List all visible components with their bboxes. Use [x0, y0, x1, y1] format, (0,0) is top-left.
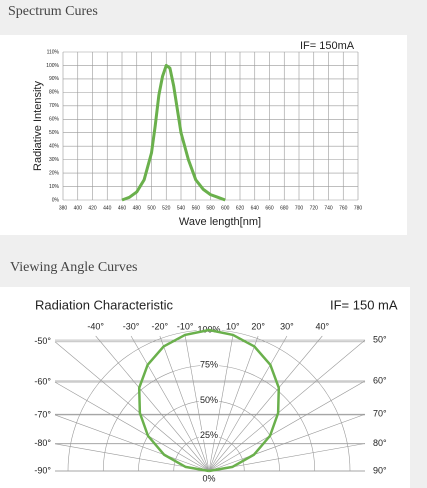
x-tick-label: 620 [236, 205, 245, 211]
y-tick-label: 30% [49, 157, 60, 163]
theta-tick-label: 30° [280, 321, 294, 331]
theta-tick-label: -20° [152, 321, 169, 331]
x-tick-label: 480 [133, 205, 142, 211]
y-tick-label: 0% [52, 197, 60, 203]
x-tick-label: 660 [265, 205, 274, 211]
y-tick-label: 100% [46, 63, 59, 69]
radial-grid-line [208, 413, 366, 472]
x-axis-label: Wave length[nm] [179, 216, 261, 228]
theta-tick-label: -90° [34, 465, 51, 475]
theta-tick-label: -70° [34, 409, 51, 419]
y-axis-label: Radiative Intensity [32, 81, 44, 171]
x-tick-label: 460 [118, 205, 127, 211]
x-tick-label: 720 [310, 205, 319, 211]
radiation-curve [137, 328, 281, 473]
radial-arc [173, 435, 245, 472]
radial-grid-line [54, 341, 210, 472]
x-tick-label: 780 [354, 205, 363, 211]
radial-grid-line [208, 380, 366, 472]
r-tick-label: 25% [200, 430, 218, 440]
radial-arc [138, 400, 280, 472]
theta-tick-label: -50° [34, 336, 51, 346]
x-tick-label: 520 [162, 205, 171, 211]
x-tick-label: 420 [88, 205, 97, 211]
panel [0, 287, 410, 488]
theta-tick-label: 90° [373, 465, 387, 475]
x-tick-label: 700 [295, 205, 304, 211]
radial-grid-line [54, 414, 210, 472]
y-tick-label: 50% [49, 130, 60, 136]
annotation: IF= 150 mA [330, 297, 398, 312]
y-tick-label: 70% [49, 103, 60, 109]
heading: Spectrum Cures [8, 4, 98, 19]
x-tick-label: 380 [59, 205, 68, 211]
y-tick-label: 60% [49, 117, 60, 123]
theta-tick-label: 60° [373, 375, 387, 385]
r-tick-label: 50% [200, 395, 218, 405]
x-tick-label: 680 [280, 205, 289, 211]
theta-tick-label: -40° [87, 321, 104, 331]
x-tick-label: 760 [339, 205, 348, 211]
radial-grid-line [159, 335, 210, 472]
spectrum-line [121, 63, 226, 202]
theta-tick-label: 50° [373, 334, 387, 344]
x-tick-label: 640 [251, 205, 260, 211]
radial-arc [102, 365, 316, 472]
r-tick-label: 0% [202, 473, 215, 483]
radial-grid-line [208, 335, 323, 472]
x-tick-label: 740 [324, 205, 333, 211]
theta-tick-label: 20° [251, 321, 265, 331]
x-tick-label: 540 [177, 205, 186, 211]
y-tick-label: 10% [49, 184, 60, 190]
chart-title: Radiation Characteristic [35, 297, 174, 312]
heading: Viewing Angle Curves [10, 260, 137, 275]
radial-grid-line [208, 339, 366, 472]
radial-grid-line [184, 335, 210, 472]
theta-tick-label: 80° [373, 438, 387, 448]
radial-grid-line [208, 335, 259, 472]
r-tick-label: 75% [200, 360, 218, 370]
y-tick-label: 110% [47, 49, 60, 55]
y-tick-label: 90% [49, 76, 60, 82]
panel [0, 35, 407, 235]
x-tick-label: 580 [206, 205, 215, 211]
y-tick-label: 40% [49, 144, 60, 150]
radial-grid-line [208, 335, 234, 472]
theta-tick-label: -60° [34, 376, 51, 386]
y-tick-label: 80% [49, 90, 60, 96]
radial-grid-line [95, 335, 210, 472]
annotation: IF= 150mA [300, 40, 355, 52]
x-tick-label: 600 [221, 205, 230, 211]
x-tick-label: 560 [192, 205, 201, 211]
radial-grid-line [130, 335, 210, 472]
radial-grid-line [208, 335, 288, 472]
theta-tick-label: -30° [123, 321, 140, 331]
x-tick-label: 500 [147, 205, 156, 211]
theta-tick-label: 10° [226, 321, 240, 331]
y-tick-label: 20% [49, 170, 60, 176]
radial-grid-line [54, 381, 210, 472]
theta-tick-label: 40° [315, 321, 329, 331]
theta-tick-label: -10° [177, 321, 194, 331]
x-tick-label: 440 [103, 205, 112, 211]
x-tick-label: 400 [74, 205, 83, 211]
theta-tick-label: -80° [34, 438, 51, 448]
theta-tick-label: 70° [373, 409, 387, 419]
